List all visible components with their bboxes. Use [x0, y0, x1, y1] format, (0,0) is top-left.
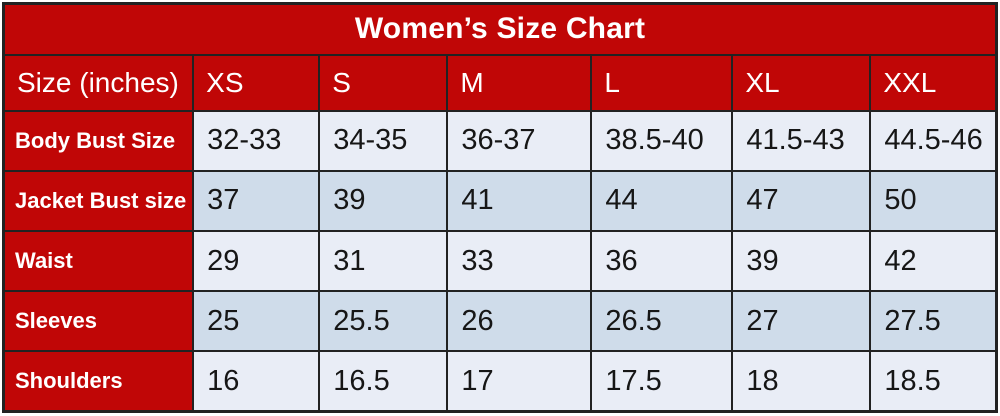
- header-cell-size-inches: Size (inches): [2, 53, 195, 112]
- data-cell: 26.5: [590, 290, 734, 353]
- row-label-sleeves: Sleeves: [2, 290, 195, 353]
- data-cell: 36-37: [446, 109, 593, 172]
- data-cell: 16: [192, 350, 321, 413]
- data-cell: 36: [590, 230, 734, 293]
- data-cell: 47: [731, 169, 872, 233]
- data-cell: 16.5: [318, 350, 449, 413]
- data-cell: 18.5: [869, 350, 998, 413]
- header-cell-l: L: [590, 53, 734, 112]
- data-cell: 41.5-43: [731, 109, 872, 172]
- header-cell-s: S: [318, 53, 449, 112]
- row-label-shoulders: Shoulders: [2, 350, 195, 413]
- data-cell: 25.5: [318, 290, 449, 353]
- data-cell: 27: [731, 290, 872, 353]
- table-row-jacket-bust: Jacket Bust size 37 39 41 44 47 50: [2, 169, 998, 233]
- chart-title: Women’s Size Chart: [2, 2, 998, 56]
- table-row-body-bust: Body Bust Size 32-33 34-35 36-37 38.5-40…: [2, 109, 998, 172]
- table-row-shoulders: Shoulders 16 16.5 17 17.5 18 18.5: [2, 350, 998, 413]
- data-cell: 37: [192, 169, 321, 233]
- header-row: Size (inches) XS S M L XL XXL: [2, 53, 998, 112]
- data-cell: 31: [318, 230, 449, 293]
- data-cell: 34-35: [318, 109, 449, 172]
- row-label-body-bust: Body Bust Size: [2, 109, 195, 172]
- data-cell: 41: [446, 169, 593, 233]
- data-cell: 44.5-46: [869, 109, 998, 172]
- data-cell: 39: [318, 169, 449, 233]
- data-cell: 17: [446, 350, 593, 413]
- header-cell-m: M: [446, 53, 593, 112]
- data-cell: 25: [192, 290, 321, 353]
- title-row: Women’s Size Chart: [2, 2, 998, 56]
- data-cell: 26: [446, 290, 593, 353]
- row-label-waist: Waist: [2, 230, 195, 293]
- header-cell-xs: XS: [192, 53, 321, 112]
- data-cell: 29: [192, 230, 321, 293]
- row-label-jacket-bust: Jacket Bust size: [2, 169, 195, 233]
- data-cell: 50: [869, 169, 998, 233]
- data-cell: 32-33: [192, 109, 321, 172]
- data-cell: 39: [731, 230, 872, 293]
- data-cell: 17.5: [590, 350, 734, 413]
- table-row-sleeves: Sleeves 25 25.5 26 26.5 27 27.5: [2, 290, 998, 353]
- table-row-waist: Waist 29 31 33 36 39 42: [2, 230, 998, 293]
- data-cell: 18: [731, 350, 872, 413]
- data-cell: 44: [590, 169, 734, 233]
- data-cell: 27.5: [869, 290, 998, 353]
- data-cell: 33: [446, 230, 593, 293]
- data-cell: 42: [869, 230, 998, 293]
- header-cell-xl: XL: [731, 53, 872, 112]
- data-cell: 38.5-40: [590, 109, 734, 172]
- header-cell-xxl: XXL: [869, 53, 998, 112]
